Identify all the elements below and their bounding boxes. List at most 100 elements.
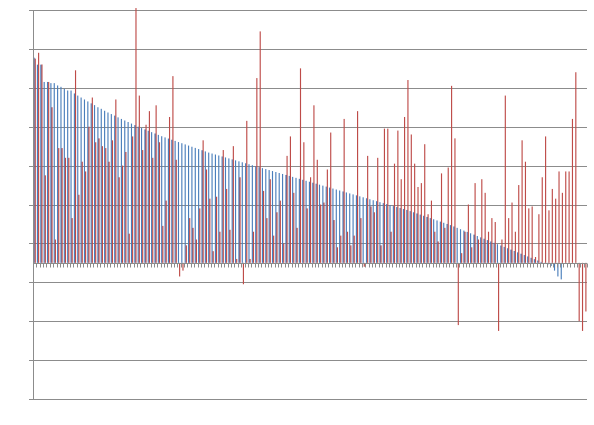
series-1-bar [258,167,260,263]
series-1-bar [251,165,253,263]
series-1-bar [557,262,559,277]
series-1-bar [234,160,237,263]
series-2-bar [313,105,315,263]
series-2-bar [454,138,456,263]
series-1-bar [288,175,290,263]
series-2-bar [424,144,426,263]
series-2-bar [98,138,100,263]
series-1-bar [134,125,136,263]
series-1-bar [167,138,169,263]
series-1-bar [436,220,438,263]
series-1-bar [480,237,482,263]
series-1-bar [204,151,206,263]
series-2-bar [494,222,496,263]
series-1-bar [553,262,556,271]
series-2-bar [514,231,516,263]
series-1-bar [433,219,435,263]
series-2-bar [498,262,500,331]
series-1-bar [228,158,230,263]
series-1-bar [127,122,129,263]
series-1-bar [224,157,227,263]
series-2-bar [326,169,328,263]
series-1-bar [318,184,321,263]
series-2-bar [410,134,412,263]
series-2-bar [303,142,305,263]
series-2-bar [128,233,130,263]
series-2-bar [320,204,322,263]
series-2-bar [531,206,533,263]
series-1-bar [245,163,247,263]
series-1-bar [308,181,310,263]
series-2-bar [175,159,177,263]
series-2-bar [538,214,540,263]
series-1-bar [231,159,233,263]
series-2-bar [108,161,110,263]
series-1-bar [520,253,522,263]
series-2-bar [380,245,382,263]
series-1-bar [376,201,378,263]
series-1-bar [77,95,79,263]
series-2-bar [266,218,268,263]
series-1-bar [104,110,106,263]
series-1-bar [110,114,112,263]
series-1-bar [43,81,45,263]
series-1-bar [506,248,509,263]
series-1-bar [402,208,405,263]
series-1-bar [386,204,388,263]
series-1-bar [530,257,532,263]
series-1-bar [208,152,210,263]
series-2-bar [487,231,490,263]
series-2-bar [430,200,433,263]
series-2-bar [41,64,43,263]
series-1-bar [278,172,280,263]
series-1-bar [466,231,468,263]
series-2-bar [357,111,359,263]
series-1-bar [392,206,394,263]
series-1-bar [124,120,126,263]
series-1-bar [476,236,478,263]
series-1-bar [527,256,529,263]
series-2-bar [464,231,466,263]
series-2-bar [54,239,56,263]
series-2-bar [249,258,251,263]
series-2-bar [74,70,77,263]
series-2-bar [299,68,302,263]
series-2-bar [390,231,392,263]
series-2-bar [68,157,70,263]
series-2-bar [545,136,547,263]
series-1-bar [198,149,200,263]
series-1-bar [73,93,75,263]
series-2-bar [192,227,194,263]
series-1-bar [416,213,418,263]
series-2-bar [71,218,73,263]
series-1-bar [248,164,250,263]
series-2-bar [162,225,164,263]
series-1-bar [144,129,146,263]
series-2-bar [276,212,278,263]
series-1-bar [523,255,525,263]
series-2-bar [252,231,255,263]
series-1-bar [147,130,149,263]
series-2-bar [528,208,530,263]
series-1-bar [490,241,492,263]
series-1-bar [53,83,55,263]
series-1-bar [496,244,499,263]
series-1-bar [355,195,357,263]
series-1-bar [184,144,186,263]
series-2-bar [444,227,446,263]
series-1-bar [513,250,515,263]
series-2-bar [148,111,150,263]
series-2-bar [293,192,295,263]
series-1-bar [83,99,86,263]
series-2-bar [296,227,298,263]
series-2-bar [346,231,349,263]
series-2-bar [518,185,520,263]
series-1-bar [93,105,96,263]
series-2-bar [256,78,258,263]
series-2-bar [212,251,214,263]
series-1-bar [550,262,552,266]
series-1-bar [399,208,401,263]
series-1-bar [97,107,99,263]
series-2-bar [269,179,271,263]
series-2-bar [242,262,244,285]
